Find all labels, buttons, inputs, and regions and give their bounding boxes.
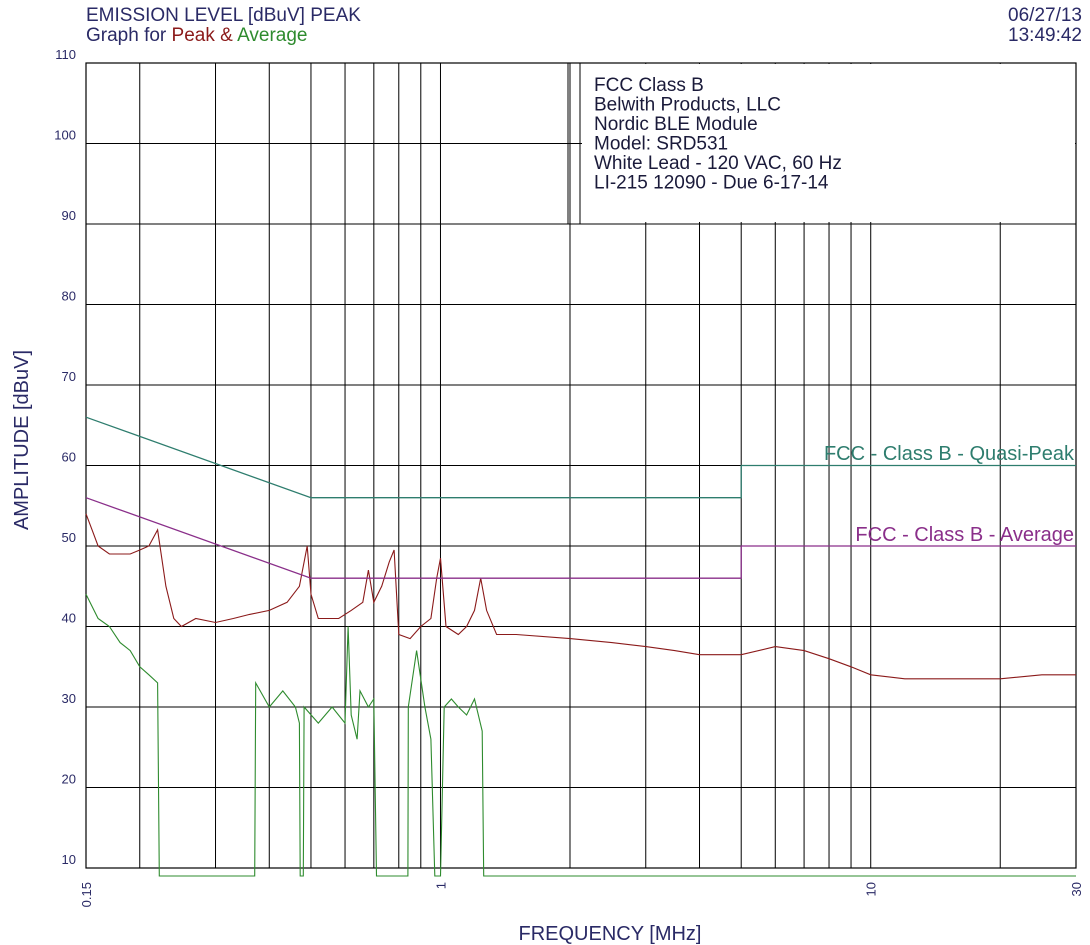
series-group: [85, 416, 1076, 877]
y-tick-label: 10: [62, 852, 76, 867]
y-tick-label: 20: [62, 772, 76, 787]
chart-subtitle: Graph for Peak & Average: [86, 26, 308, 45]
y-tick-label: 50: [62, 530, 76, 545]
chart-title: EMISSION LEVEL [dBuV] PEAK: [86, 5, 361, 26]
y-tick-label: 30: [62, 691, 76, 706]
info-box-bg: [582, 64, 1075, 222]
series-fcc-class-b-average: [85, 497, 1076, 579]
avg-limit-label: FCC - Class B - Average: [855, 524, 1074, 546]
y-tick-label: 100: [54, 128, 76, 143]
y-tick-label: 70: [62, 369, 76, 384]
y-tick-label: 40: [62, 611, 76, 626]
x-tick-label: 10: [864, 882, 879, 896]
graph-for-text: Graph for: [86, 25, 167, 46]
info-line: Model: SRD531: [594, 134, 728, 155]
amp-symbol: &: [220, 25, 233, 46]
x-tick-label: 1: [434, 882, 449, 889]
info-line: FCC Class B: [594, 75, 704, 96]
y-axis-label: AMPLITUDE [dBuV]: [11, 350, 33, 530]
x-axis-label: FREQUENCY [MHz]: [519, 923, 702, 945]
date-stamp: 06/27/13: [1008, 5, 1082, 26]
series-fcc-class-b-quasi-peak: [85, 416, 1076, 499]
y-tick-label: 80: [62, 289, 76, 304]
series-average: [85, 594, 1076, 877]
info-line: LI-215 12090 - Due 6-17-14: [594, 173, 829, 194]
x-tick-label: 30: [1069, 882, 1084, 896]
time-stamp: 13:49:42: [1008, 25, 1082, 46]
info-line: Belwith Products, LLC: [594, 95, 781, 116]
info-line: White Lead - 120 VAC, 60 Hz: [594, 153, 842, 174]
x-tick-label: 0.15: [79, 882, 94, 907]
info-line: Nordic BLE Module: [594, 114, 758, 135]
peak-legend-word: Peak: [171, 25, 215, 46]
y-tick-label: 60: [62, 450, 76, 465]
series-peak: [85, 513, 1076, 680]
average-legend-word: Average: [237, 25, 308, 46]
y-tick-label: 110: [55, 47, 76, 62]
qp-limit-label: FCC - Class B - Quasi-Peak: [824, 443, 1075, 465]
y-tick-label: 90: [62, 208, 76, 223]
